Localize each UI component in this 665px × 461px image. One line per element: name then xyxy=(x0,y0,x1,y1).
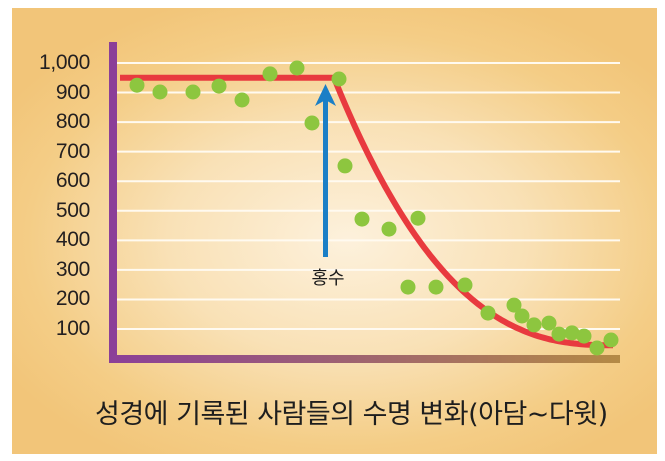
y-tick-label: 1,000 xyxy=(38,51,90,74)
data-point xyxy=(564,325,580,341)
y-tick-label: 100 xyxy=(55,317,90,341)
data-point xyxy=(354,211,370,227)
y-tick-label: 200 xyxy=(55,287,90,311)
data-points xyxy=(129,60,619,356)
data-point xyxy=(331,71,347,87)
y-tick-label: 900 xyxy=(55,80,90,104)
data-point xyxy=(289,60,305,76)
data-point xyxy=(234,92,250,108)
data-point xyxy=(457,277,473,293)
data-point xyxy=(506,297,522,313)
data-point xyxy=(541,315,557,331)
data-point xyxy=(551,326,567,342)
data-point xyxy=(262,66,278,82)
data-point xyxy=(304,115,320,131)
data-point xyxy=(152,84,168,100)
flood-arrow-icon xyxy=(315,84,336,257)
gridlines xyxy=(117,62,620,331)
y-tick-label: 500 xyxy=(55,198,90,222)
data-point xyxy=(589,340,605,356)
data-point xyxy=(480,305,496,321)
y-tick-label: 600 xyxy=(55,169,90,193)
data-point xyxy=(129,77,145,93)
data-point xyxy=(381,221,397,237)
data-point xyxy=(514,308,530,324)
data-point xyxy=(337,158,353,174)
axes xyxy=(109,42,620,363)
y-tick-label: 400 xyxy=(55,228,90,252)
y-tick-label: 800 xyxy=(55,110,90,134)
chart-caption: 성경에 기록된 사람들의 수명 변화(아담~다윗) xyxy=(95,399,608,430)
data-point xyxy=(400,279,416,295)
y-axis xyxy=(109,42,117,363)
data-point xyxy=(185,84,201,100)
x-axis xyxy=(109,355,620,363)
data-point xyxy=(211,78,227,94)
trend-line xyxy=(120,74,613,349)
data-point xyxy=(410,210,426,226)
flood-label: 홍수 xyxy=(311,268,345,289)
data-point xyxy=(603,332,619,348)
y-tick-label: 300 xyxy=(55,257,90,281)
data-point xyxy=(428,279,444,295)
y-tick-label: 700 xyxy=(55,139,90,163)
data-point xyxy=(526,317,542,333)
data-point xyxy=(576,328,592,344)
